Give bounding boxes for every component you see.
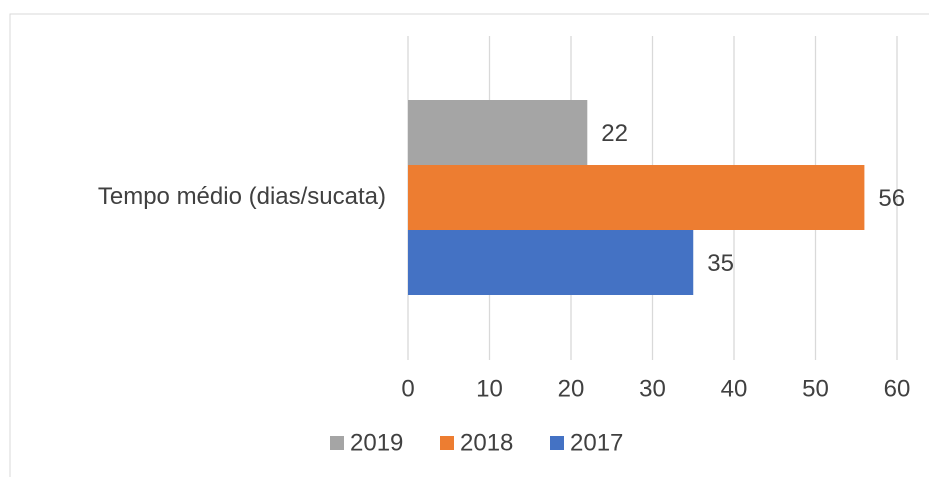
x-tick-label: 0 [401,375,414,402]
x-tick-label: 40 [721,375,748,402]
legend-label: 2017 [570,429,623,456]
x-tick-label: 10 [476,375,503,402]
x-tick-label: 50 [802,375,829,402]
y-tick-label: Tempo médio (dias/sucata) [98,183,386,210]
data-label: 56 [878,185,905,212]
legend-label: 2018 [460,429,513,456]
bar [408,230,694,295]
data-label: 22 [601,120,628,147]
legend-swatch [440,436,454,450]
x-tick-label: 30 [639,375,666,402]
bar [408,100,588,165]
data-label: 35 [707,250,734,277]
x-tick-label: 20 [558,375,585,402]
x-tick-label: 60 [884,375,911,402]
legend-swatch [330,436,344,450]
bar [408,165,865,230]
legend-swatch [550,436,564,450]
legend-label: 2019 [350,429,403,456]
chart-frame [9,13,929,477]
